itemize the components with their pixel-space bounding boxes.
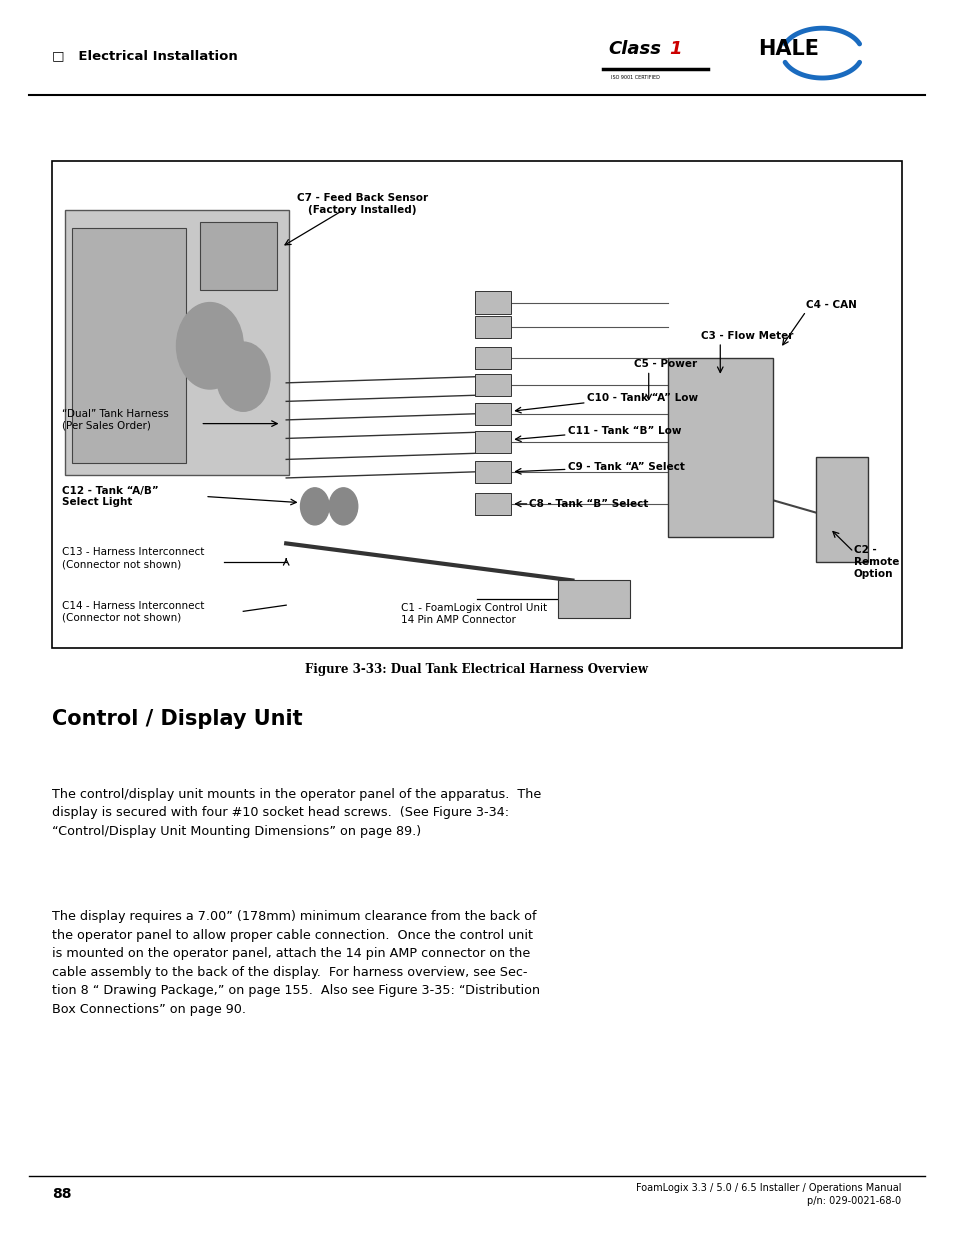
Bar xyxy=(475,374,511,396)
Bar xyxy=(52,161,901,648)
Text: C5 - Power: C5 - Power xyxy=(634,359,697,369)
Text: ISO 9001 CERTIFIED: ISO 9001 CERTIFIED xyxy=(610,75,659,80)
Text: C1 - FoamLogix Control Unit
14 Pin AMP Connector: C1 - FoamLogix Control Unit 14 Pin AMP C… xyxy=(400,603,546,625)
Bar xyxy=(815,457,867,562)
Text: FoamLogix 3.3 / 5.0 / 6.5 Installer / Operations Manual
p/n: 029-0021-68-0: FoamLogix 3.3 / 5.0 / 6.5 Installer / Op… xyxy=(636,1183,901,1205)
Bar xyxy=(667,358,772,537)
Bar xyxy=(475,493,511,515)
Text: C9 - Tank “A” Select: C9 - Tank “A” Select xyxy=(567,462,684,472)
Circle shape xyxy=(176,303,243,389)
Text: HALE: HALE xyxy=(758,40,819,59)
Bar xyxy=(65,210,289,475)
Bar xyxy=(475,403,511,425)
Text: C3 - Flow Meter: C3 - Flow Meter xyxy=(700,331,793,341)
Bar xyxy=(71,228,186,463)
Bar xyxy=(475,461,511,483)
Circle shape xyxy=(300,488,329,525)
Text: The display requires a 7.00” (178mm) minimum clearance from the back of
the oper: The display requires a 7.00” (178mm) min… xyxy=(52,910,540,1015)
Text: C2 -
Remote
Option: C2 - Remote Option xyxy=(853,546,899,578)
Text: C8 - Tank “B” Select: C8 - Tank “B” Select xyxy=(529,499,648,509)
Bar xyxy=(475,316,511,338)
Bar xyxy=(200,222,276,290)
Text: C13 - Harness Interconnect
(Connector not shown): C13 - Harness Interconnect (Connector no… xyxy=(62,547,204,569)
Bar xyxy=(475,431,511,453)
Text: Control / Display Unit: Control / Display Unit xyxy=(52,709,303,729)
Text: C11 - Tank “B” Low: C11 - Tank “B” Low xyxy=(567,426,680,436)
Text: Figure 3-33: Dual Tank Electrical Harness Overview: Figure 3-33: Dual Tank Electrical Harnes… xyxy=(305,663,648,676)
Circle shape xyxy=(216,342,270,411)
Circle shape xyxy=(329,488,357,525)
Text: 1: 1 xyxy=(669,41,681,58)
Text: □   Electrical Installation: □ Electrical Installation xyxy=(52,49,238,62)
Text: C7 - Feed Back Sensor
(Factory Installed): C7 - Feed Back Sensor (Factory Installed… xyxy=(296,193,428,215)
Text: C14 - Harness Interconnect
(Connector not shown): C14 - Harness Interconnect (Connector no… xyxy=(62,600,204,622)
Bar xyxy=(475,291,511,314)
Bar xyxy=(558,580,629,618)
Text: C12 - Tank “A/B”
Select Light: C12 - Tank “A/B” Select Light xyxy=(62,485,158,508)
Text: “Dual” Tank Harness
(Per Sales Order): “Dual” Tank Harness (Per Sales Order) xyxy=(62,409,169,431)
Text: The control/display unit mounts in the operator panel of the apparatus.  The
dis: The control/display unit mounts in the o… xyxy=(52,788,541,837)
Bar xyxy=(475,347,511,369)
Text: C10 - Tank “A” Low: C10 - Tank “A” Low xyxy=(586,393,697,403)
Text: 88: 88 xyxy=(52,1187,71,1202)
Text: C4 - CAN: C4 - CAN xyxy=(805,300,856,310)
Text: Class: Class xyxy=(608,41,661,58)
